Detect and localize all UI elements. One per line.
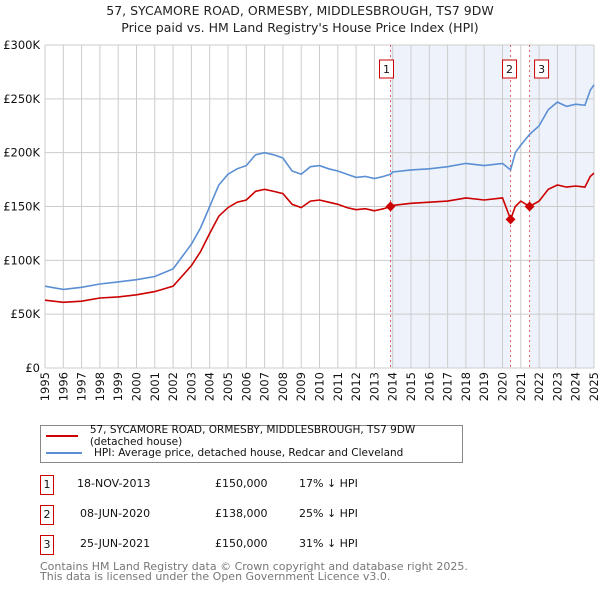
sale-number: 3 <box>40 535 54 555</box>
legend-item-property: 57, SYCAMORE ROAD, ORMESBY, MIDDLESBROUG… <box>41 424 462 448</box>
x-tick-label: 1998 <box>93 372 107 401</box>
chart-svg: 1995 1996 1997 1998 1999 2000 2001 2002 2003 2004… <box>3 38 600 401</box>
x-tick-label: 2020 <box>496 372 510 401</box>
legend-label: HPI: Average price, detached house, Redc… <box>94 447 404 459</box>
sale-point <box>505 214 516 225</box>
y-tick-label: £200K <box>3 146 40 160</box>
x-tick-label: 2025 <box>587 372 600 401</box>
sale-label-box <box>534 59 550 79</box>
sale-price: £150,000 <box>215 477 268 490</box>
x-tick-label: 2007 <box>258 372 272 401</box>
x-tick-label: 2019 <box>477 372 491 401</box>
x-tick-label: 2015 <box>404 372 418 401</box>
x-tick-label: 2004 <box>203 372 217 401</box>
x-tick-label: 2010 <box>313 372 327 401</box>
x-tick-label: 1996 <box>56 372 70 401</box>
legend-swatch-red <box>46 435 78 437</box>
sale-date: 18-NOV-2013 <box>77 477 151 490</box>
y-tick-label: £300K <box>3 38 40 52</box>
y-tick-label: £50K <box>11 307 41 321</box>
x-tick-label: 2012 <box>349 372 363 401</box>
sale-point <box>385 201 396 212</box>
sale-number: 2 <box>40 505 54 525</box>
sale-label-number: 3 <box>538 63 545 76</box>
y-tick-label: £100K <box>3 253 40 267</box>
x-tick-label: 2005 <box>221 372 235 401</box>
sale-price: £138,000 <box>215 507 268 520</box>
x-tick-label: 2017 <box>441 372 455 401</box>
x-tick-label: 2018 <box>459 372 473 401</box>
legend-swatch-blue <box>46 452 82 454</box>
chart-subtitle: Price paid vs. HM Land Registry's House … <box>121 20 479 35</box>
sale-date: 25-JUN-2021 <box>80 537 151 550</box>
legend: 57, SYCAMORE ROAD, ORMESBY, MIDDLESBROUG… <box>40 424 463 463</box>
sale-hpi-diff: 17% ↓ HPI <box>299 477 358 490</box>
chart-title: 57, SYCAMORE ROAD, ORMESBY, MIDDLESBROUG… <box>106 3 494 18</box>
x-tick-label: 2003 <box>184 372 198 401</box>
x-tick-label: 1995 <box>38 372 52 401</box>
footer-copyright: Contains HM Land Registry data © Crown c… <box>40 560 468 573</box>
x-tick-label: 1997 <box>75 372 89 401</box>
footer-licence: This data is licensed under the Open Gov… <box>40 570 391 583</box>
x-tick-label: 2016 <box>422 372 436 401</box>
x-tick-label: 2014 <box>386 372 400 401</box>
x-tick-label: 2024 <box>569 372 583 401</box>
sale-label-number: 1 <box>383 63 390 76</box>
sale-label-box <box>379 59 395 79</box>
x-tick-label: 2002 <box>166 372 180 401</box>
series-line <box>44 84 595 291</box>
x-tick-label: 2000 <box>130 372 144 401</box>
y-tick-label: £0 <box>25 361 40 375</box>
sale-date: 08-JUN-2020 <box>80 507 151 520</box>
legend-label: 57, SYCAMORE ROAD, ORMESBY, MIDDLESBROUG… <box>89 424 416 448</box>
sale-point <box>524 201 535 212</box>
x-tick-label: 2023 <box>550 372 564 401</box>
x-tick-label: 2001 <box>148 372 162 401</box>
x-tick-label: 2013 <box>367 372 381 401</box>
x-tick-label: 2021 <box>514 372 528 401</box>
y-tick-label: £150K <box>3 200 40 214</box>
x-tick-label: 2006 <box>239 372 253 401</box>
x-tick-label: 2011 <box>331 372 345 401</box>
sale-hpi-diff: 31% ↓ HPI <box>299 537 358 550</box>
x-tick-label: 2008 <box>276 372 290 401</box>
sale-price: £150,000 <box>215 537 268 550</box>
x-tick-label: 2009 <box>294 372 308 401</box>
sale-label-number: 2 <box>506 63 513 76</box>
legend-item-hpi: HPI: Average price, detached house, Redc… <box>41 445 403 461</box>
x-tick-label: 2022 <box>532 372 546 401</box>
sale-label-box <box>502 59 518 79</box>
sale-number: 1 <box>40 475 54 495</box>
x-tick-label: 1999 <box>111 372 125 401</box>
y-tick-label: £250K <box>3 92 40 106</box>
sale-hpi-diff: 25% ↓ HPI <box>299 507 358 520</box>
